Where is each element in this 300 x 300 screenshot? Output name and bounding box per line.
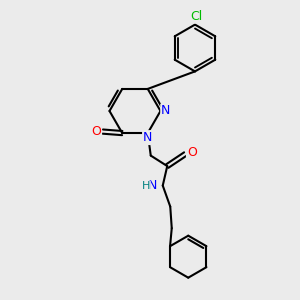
Text: O: O xyxy=(91,125,101,138)
Text: Cl: Cl xyxy=(190,10,202,23)
Text: N: N xyxy=(161,104,171,118)
Text: H: H xyxy=(142,181,150,191)
Text: O: O xyxy=(187,146,197,159)
Text: N: N xyxy=(143,131,152,144)
Text: N: N xyxy=(148,179,157,192)
